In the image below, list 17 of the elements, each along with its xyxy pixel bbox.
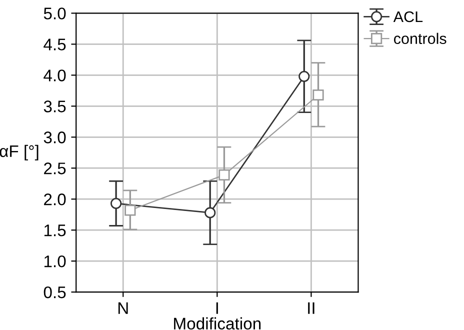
y-tick-label: 3.5 [44, 100, 66, 112]
x-tick-label: II [308, 302, 314, 314]
y-tick-label: 4.0 [44, 70, 66, 82]
y-axis-title: αF [°] [0, 144, 38, 160]
legend-label: controls [394, 32, 446, 44]
y-tick-label: 0.5 [44, 286, 66, 298]
y-tick-label: 2.5 [44, 162, 66, 174]
x-axis-title: Modification [174, 317, 261, 330]
x-tick-label: N [118, 302, 128, 314]
legend-label: ACL [393, 11, 423, 22]
y-tick-label: 2.0 [44, 194, 66, 206]
y-tick-label: 1.5 [44, 224, 66, 236]
y-tick-label: 5.0 [44, 8, 66, 20]
y-tick-label: 1.0 [44, 255, 66, 268]
y-tick-label: 3.0 [44, 132, 66, 144]
x-tick-label: I [216, 302, 218, 314]
y-tick-label: 4.5 [44, 38, 66, 50]
